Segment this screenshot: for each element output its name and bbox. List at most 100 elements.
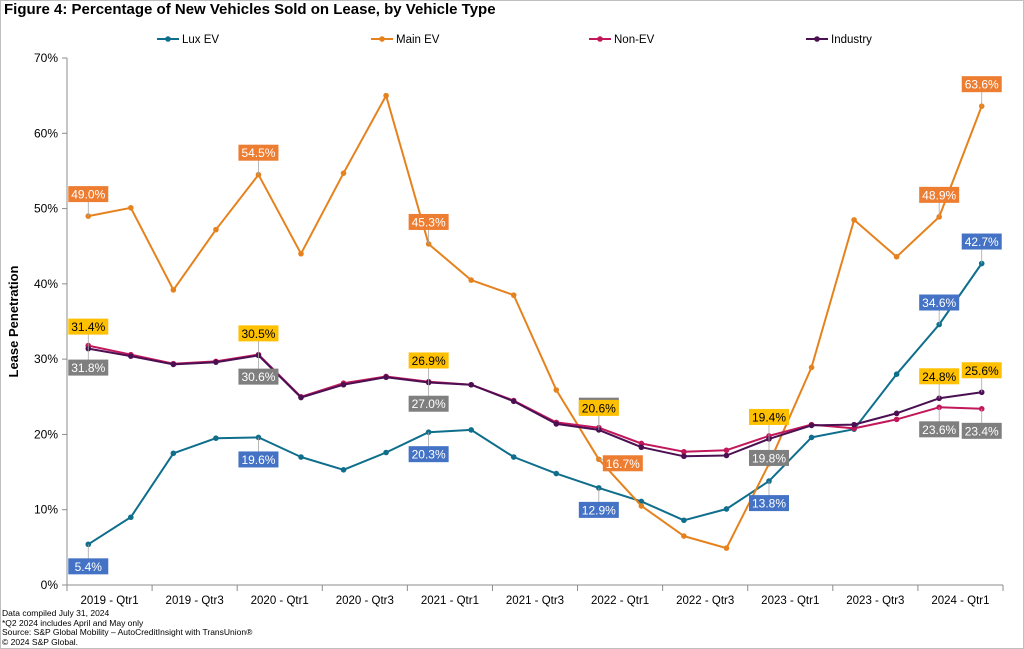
data-label-box: [238, 144, 279, 161]
data-label: 49.0%: [71, 188, 105, 202]
data-point: [553, 470, 560, 477]
data-point: [681, 517, 687, 524]
x-tick-label: 2020 - Qtr1: [251, 595, 309, 607]
data-point: [893, 410, 900, 417]
data-label: 20.6%: [582, 401, 616, 415]
data-point: [128, 205, 134, 211]
y-axis-title: Lease Penetration: [6, 265, 21, 377]
data-point: [978, 389, 985, 396]
series-line-lux-ev: [87, 262, 983, 546]
data-point: [893, 253, 900, 260]
legend-label: Industry: [831, 34, 872, 46]
data-label-box: [408, 213, 449, 230]
data-label: 19.6%: [241, 453, 275, 467]
data-point: [723, 506, 730, 512]
data-label: 16.7%: [606, 457, 640, 471]
x-tick-label: 2023 - Qtr3: [846, 595, 904, 607]
y-tick-label: 50%: [34, 202, 58, 216]
data-label: 24.8%: [922, 370, 956, 384]
data-point: [128, 353, 134, 359]
data-label-box: [749, 408, 789, 425]
data-point: [383, 92, 389, 99]
data-label: 45.3%: [412, 215, 446, 229]
data-label-box: [961, 233, 1002, 250]
data-point: [340, 381, 347, 388]
x-tick-label: 2023 - Qtr1: [761, 595, 819, 607]
data-label: 19.4%: [752, 410, 786, 424]
data-point: [723, 545, 730, 551]
data-label: 30.5%: [241, 327, 275, 341]
footnote: Data compiled July 31, 2024: [2, 608, 110, 618]
data-point: [510, 398, 517, 405]
data-point: [468, 427, 474, 433]
x-tick-label: 2021 - Qtr3: [506, 595, 564, 607]
data-point: [213, 359, 219, 365]
y-tick-label: 70%: [34, 51, 58, 65]
data-point: [213, 226, 219, 233]
data-point: [298, 454, 304, 460]
series-line-main-ev: [88, 94, 983, 550]
y-tick-label: 0%: [41, 578, 59, 592]
data-point: [808, 364, 815, 371]
data-point: [851, 217, 857, 223]
data-label-box: [961, 422, 1002, 439]
data-label-box: [408, 395, 449, 412]
data-label: 27.0%: [412, 397, 446, 411]
data-label-box: [408, 352, 449, 369]
data-point: [170, 287, 177, 293]
data-label-box: [919, 186, 960, 203]
data-label: 13.8%: [752, 497, 786, 511]
data-point: [723, 452, 730, 459]
data-label-box: [238, 451, 279, 468]
legend-swatch-marker: [597, 36, 603, 42]
data-point: [681, 448, 687, 455]
legend-label: Non-EV: [614, 34, 655, 46]
data-label: 23.6%: [922, 423, 956, 437]
data-point: [340, 170, 347, 176]
data-label-box: [238, 325, 279, 342]
data-point: [638, 503, 645, 509]
data-point: [553, 387, 560, 393]
data-label-box: [68, 558, 109, 575]
data-label-box: [408, 446, 449, 463]
data-label: 54.5%: [241, 146, 275, 160]
x-tick-label: 2020 - Qtr3: [336, 595, 394, 607]
footnote: *Q2 2024 includes April and May only: [2, 617, 144, 628]
y-tick-label: 10%: [34, 503, 58, 517]
data-point: [510, 454, 517, 460]
legend-label: Lux EV: [182, 34, 219, 46]
data-point: [808, 422, 815, 429]
data-label: 5.4%: [75, 560, 103, 574]
data-point: [170, 361, 177, 368]
data-point: [553, 421, 560, 427]
data-label-box: [749, 449, 789, 466]
data-point: [510, 292, 517, 298]
data-label-box: [578, 399, 619, 416]
series-line-industry: [88, 347, 982, 458]
y-tick-label: 40%: [34, 277, 58, 291]
data-label: 34.6%: [922, 296, 956, 310]
data-label-box: [602, 455, 643, 472]
data-label: 12.9%: [582, 503, 616, 517]
x-tick-label: 2019 - Qtr1: [80, 595, 138, 607]
x-tick-label: 2022 - Qtr3: [676, 595, 734, 607]
data-point: [638, 498, 645, 505]
data-label: 42.7%: [965, 235, 999, 249]
data-label-box: [961, 76, 1002, 93]
data-point: [213, 435, 219, 441]
x-tick-label: 2019 - Qtr3: [166, 595, 224, 607]
chart-title: Figure 4: Percentage of New Vehicles Sol…: [4, 1, 496, 18]
data-point: [383, 374, 389, 381]
data-label: 23.4%: [965, 424, 999, 438]
data-label: 63.6%: [965, 78, 999, 92]
data-label: 19.8%: [752, 451, 786, 465]
y-tick-label: 60%: [34, 126, 58, 140]
data-point: [383, 449, 389, 456]
data-label-box: [68, 318, 109, 335]
data-label-box: [919, 421, 960, 438]
data-point: [893, 416, 900, 423]
x-tick-label: 2021 - Qtr1: [421, 595, 479, 607]
data-label-box: [749, 495, 789, 512]
legend-swatch-marker: [379, 36, 385, 42]
